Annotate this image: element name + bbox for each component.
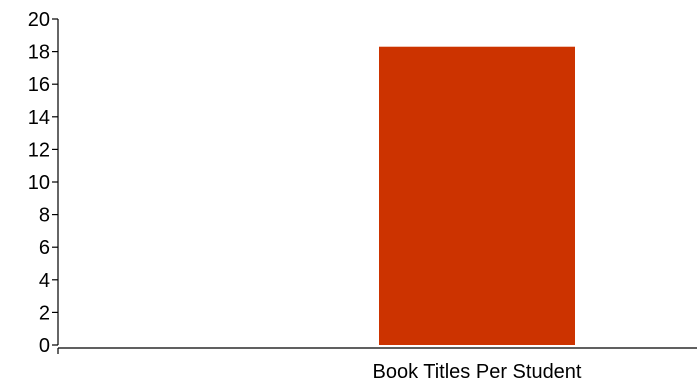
bar: [379, 46, 575, 346]
y-tick-label: 4: [39, 270, 50, 292]
y-tick-label: 18: [28, 42, 50, 64]
y-tick-label: 8: [39, 205, 50, 227]
y-tick-label: 6: [39, 237, 50, 259]
y-tick-label: 12: [28, 139, 50, 161]
y-tick-label: 14: [28, 107, 50, 129]
bars: [379, 46, 575, 346]
y-tick-label: 20: [28, 9, 50, 31]
x-category-label: Book Titles Per Student: [372, 361, 581, 383]
y-tick-label: 10: [28, 172, 50, 194]
y-tick-label: 2: [39, 302, 50, 324]
y-axis: 0 2 4 6 8 10 12 14 16 18 20: [28, 9, 59, 357]
y-tick-label: 16: [28, 74, 50, 96]
x-axis: Book Titles Per Student: [57, 347, 697, 383]
y-tick-label: 0: [39, 335, 50, 357]
